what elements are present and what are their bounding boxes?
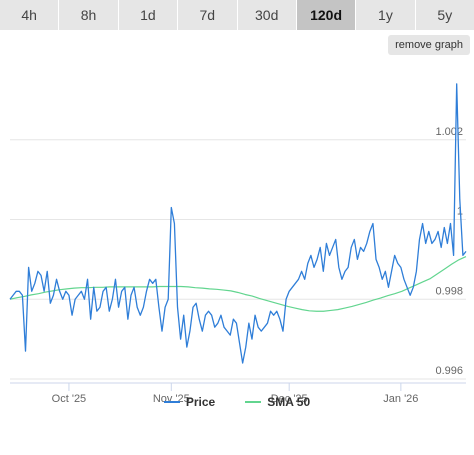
sma-50-line xyxy=(9,256,467,312)
legend-item-sma-50[interactable]: SMA 50 xyxy=(245,395,310,409)
price-line xyxy=(9,83,467,364)
tab-30d[interactable]: 30d xyxy=(237,0,297,30)
remove-graph-button[interactable]: remove graph xyxy=(388,35,470,55)
legend-swatch-price xyxy=(163,401,180,403)
x-tick-label: Jan '26 xyxy=(383,393,418,405)
y-tick-label: 1.002 xyxy=(435,126,463,138)
legend-swatch-sma-50 xyxy=(245,401,262,403)
x-tick-label: Oct '25 xyxy=(52,393,87,405)
y-tick-label: 0.996 xyxy=(435,365,463,377)
chart-legend: Price SMA 50 xyxy=(0,392,474,412)
legend-label-sma-50: SMA 50 xyxy=(267,395,311,409)
timeframe-tabs: 4h 8h 1d 7d 30d 120d 1y 5y xyxy=(0,0,474,30)
tab-1y[interactable]: 1y xyxy=(356,0,416,30)
y-tick-label: 0.998 xyxy=(435,285,463,297)
tab-120d[interactable]: 120d xyxy=(296,0,357,30)
tab-4h[interactable]: 4h xyxy=(0,0,60,30)
tab-8h[interactable]: 8h xyxy=(59,0,119,30)
legend-item-price[interactable]: Price xyxy=(163,395,216,409)
tab-5y[interactable]: 5y xyxy=(415,0,474,30)
x-tick-label: Dec '25 xyxy=(271,393,308,405)
tab-7d[interactable]: 7d xyxy=(178,0,238,30)
legend-label-price: Price xyxy=(185,395,216,409)
tab-1d[interactable]: 1d xyxy=(118,0,179,30)
x-tick-label: Nov '25 xyxy=(153,393,190,405)
